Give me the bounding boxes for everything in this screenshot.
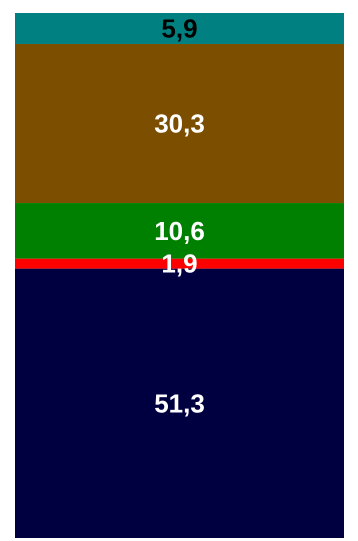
data-label-4: 51,3 xyxy=(154,388,205,418)
bar-segment-0 xyxy=(15,13,344,44)
data-label-0: 5,9 xyxy=(161,13,197,43)
data-label-1: 30,3 xyxy=(154,109,205,139)
bar-segment-1 xyxy=(15,43,344,204)
data-label-2: 10,6 xyxy=(154,216,205,246)
bar-segment-3 xyxy=(15,258,344,269)
bar-segment-4 xyxy=(15,268,344,538)
bar-segment-2 xyxy=(15,203,344,259)
data-label-3: 1,9 xyxy=(161,249,197,279)
